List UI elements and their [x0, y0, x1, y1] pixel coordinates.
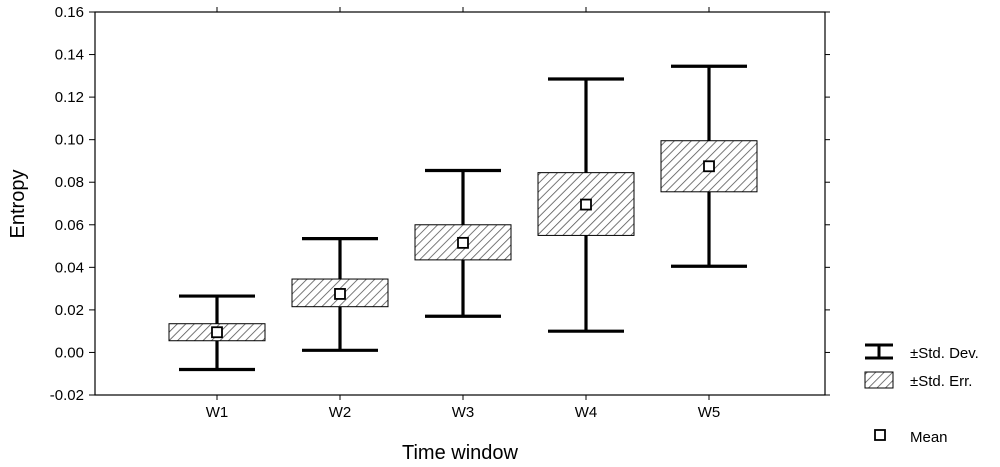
mean-marker	[334, 288, 346, 300]
mean-marker	[457, 236, 469, 249]
y-axis-title: Entropy	[7, 170, 29, 239]
x-axis: W1 W2 W3 W4 W5	[206, 7, 721, 421]
mean-marker	[703, 160, 715, 173]
y-tick-label: 0.06	[55, 217, 84, 234]
legend: ±Std. Dev. ±Std. Err. Mean	[864, 343, 979, 446]
y-tick-label: 0.14	[55, 47, 84, 64]
mean-marker	[211, 326, 223, 339]
x-tick-label: W3	[452, 404, 475, 421]
legend-mean-label: Mean	[910, 429, 948, 446]
y-tick-label: 0.02	[55, 302, 84, 319]
y-tick-label: 0.12	[55, 89, 84, 106]
box-group-w2	[291, 237, 389, 352]
y-tick-label: 0.04	[55, 259, 84, 276]
y-tick-label: 0.08	[55, 174, 84, 191]
x-tick-label: W2	[329, 404, 352, 421]
legend-std-err-icon	[864, 371, 894, 389]
y-tick-label: 0.16	[55, 4, 84, 21]
box-group-w5	[660, 64, 758, 268]
x-axis-title: Time window	[402, 442, 519, 464]
legend-std-err-label: ±Std. Err.	[910, 373, 972, 390]
box-group-w1	[168, 294, 266, 372]
legend-mean-icon	[874, 429, 886, 441]
y-axis: -0.02 0.00 0.02 0.04 0.06 0.08 0.10 0.12 0.14 0.1…	[50, 4, 830, 404]
mean-marker	[580, 198, 592, 211]
x-tick-label: W5	[698, 404, 721, 421]
legend-std-dev-label: ±Std. Dev.	[910, 345, 979, 362]
y-tick-label: 0.00	[55, 344, 84, 361]
y-tick-label: 0.10	[55, 132, 84, 149]
chart-marks	[168, 64, 758, 372]
box-group-w4	[537, 77, 635, 333]
legend-std-dev-icon	[865, 343, 893, 360]
x-tick-label: W4	[575, 404, 598, 421]
y-tick-label: -0.02	[50, 387, 84, 404]
box-group-w3	[414, 168, 512, 318]
x-tick-label: W1	[206, 404, 229, 421]
